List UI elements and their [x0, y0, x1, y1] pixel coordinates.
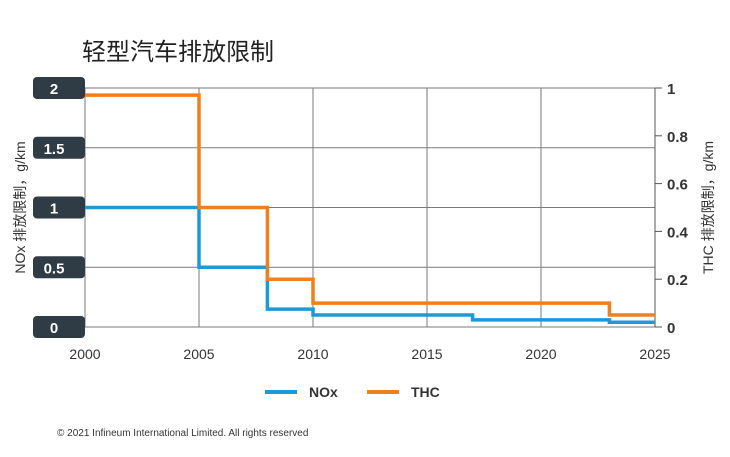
- left-tick-label: 1: [50, 201, 58, 218]
- x-tick-label: 2015: [411, 346, 442, 362]
- x-tick-label: 2010: [297, 346, 328, 362]
- left-tick-badge: [33, 196, 85, 219]
- left-tick-badge: [33, 316, 85, 338]
- right-tick-label: 1: [667, 81, 675, 98]
- right-tick-label: 0.8: [667, 129, 688, 146]
- x-tick-label: 2000: [69, 346, 100, 362]
- right-tick-label: 0.2: [667, 272, 688, 289]
- right-tick-label: 0.4: [667, 224, 689, 241]
- y-axis-label-left: NOx 排放限制，g/km: [12, 141, 28, 273]
- left-tick-label: 1.5: [44, 141, 65, 158]
- right-tick-label: 0: [667, 320, 675, 337]
- copyright-notice: © 2021 Infineum International Limited. A…: [57, 428, 309, 439]
- chart-title: 轻型汽车排放限制: [82, 38, 274, 66]
- left-tick-label: 0: [50, 320, 58, 337]
- x-tick-label: 2025: [639, 346, 670, 362]
- left-tick-badge: [33, 77, 85, 99]
- left-tick-label: 2: [50, 81, 58, 98]
- right-tick-label: 0.6: [667, 177, 688, 194]
- left-tick-badge: [33, 256, 85, 279]
- x-tick-label: 2005: [183, 346, 214, 362]
- x-tick-label: 2020: [525, 346, 556, 362]
- left-tick-label: 0.5: [44, 260, 65, 277]
- series-line-thc: [85, 93, 655, 317]
- legend-label-thc: THC: [411, 384, 440, 400]
- y-axis-label-right: THC 排放限制，g/km: [700, 141, 716, 274]
- left-tick-badge: [33, 136, 85, 159]
- series-line-nox: [85, 205, 655, 324]
- legend-label-nox: NOx: [309, 384, 338, 400]
